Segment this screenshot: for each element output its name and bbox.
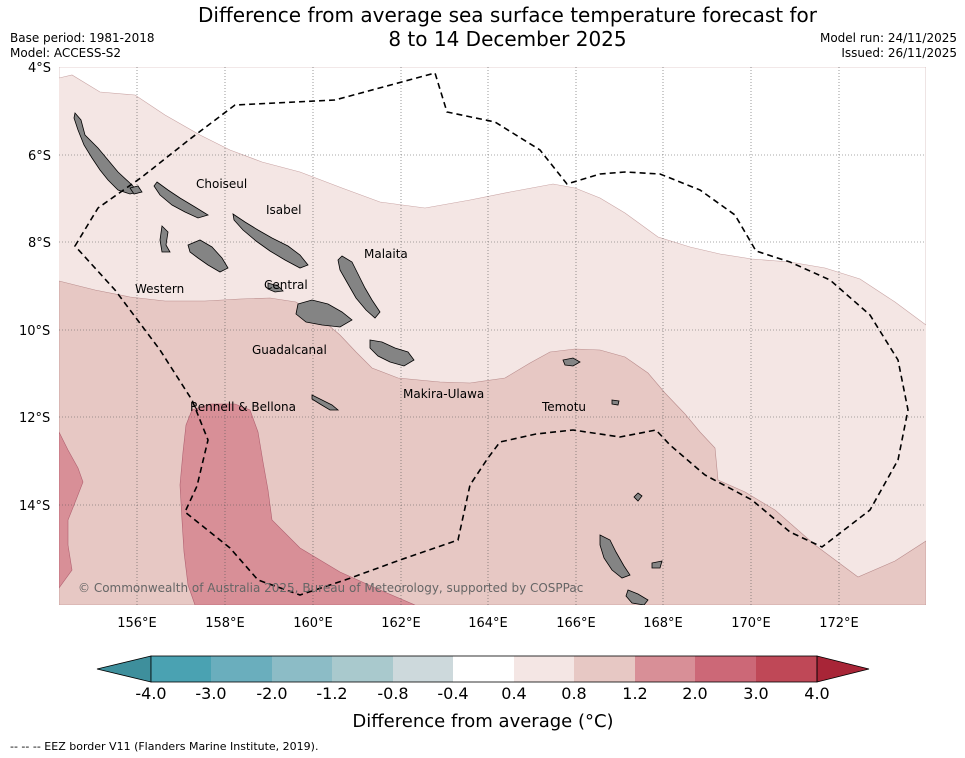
eez-border (74, 72, 909, 596)
colorbar-ticks: -4.0 -3.0 -2.0 -1.2 -0.8 -0.4 0.4 0.8 1.… (135, 684, 829, 703)
colorbar: -4.0 -3.0 -2.0 -1.2 -0.8 -0.4 0.4 0.8 1.… (96, 655, 870, 732)
metadata-right: Model run: 24/11/2025 Issued: 26/11/2025 (820, 31, 957, 61)
island-florida (267, 282, 284, 293)
colorbar-tick-1: -4.0 (135, 684, 166, 703)
lon-label-172e: 172°E (819, 616, 859, 631)
island-makira (369, 339, 415, 367)
lat-label-10s: 10°S (19, 324, 50, 339)
island-guadalcanal (295, 299, 353, 328)
colorbar-tick-5: -0.8 (377, 684, 408, 703)
lat-label-6s: 6°S (28, 149, 51, 164)
latitude-labels: 4°S 6°S 8°S 10°S 12°S 14°S (19, 61, 51, 514)
lat-label-4s: 4°S (28, 61, 51, 76)
copyright-notice: © Commonwealth of Australia 2025, Bureau… (78, 581, 583, 595)
island-small-2 (633, 492, 643, 502)
colorbar-tick-10: 2.0 (682, 684, 707, 703)
label-makira-ulawa: Makira-Ulawa (403, 387, 484, 401)
colorbar-tick-3: -2.0 (256, 684, 287, 703)
colorbar-bin-8 (574, 656, 635, 682)
label-choiseul: Choiseul (196, 177, 247, 191)
label-western: Western (135, 282, 184, 296)
lon-label-156e: 156°E (117, 616, 157, 631)
map-area: © Commonwealth of Australia 2025, Bureau… (59, 67, 926, 605)
metadata-left: Base period: 1981-2018 Model: ACCESS-S2 (10, 31, 155, 61)
colorbar-bin-3 (272, 656, 332, 682)
longitude-labels: 156°E 158°E 160°E 162°E 164°E 166°E 168°… (117, 616, 859, 631)
island-santa-isabel (232, 213, 309, 269)
lon-label-160e: 160°E (293, 616, 333, 631)
region-labels: Choiseul Isabel Malaita Western Central … (135, 177, 586, 414)
island-new-georgia (187, 239, 229, 273)
lon-label-162e: 162°E (381, 616, 421, 631)
island-malakula (625, 589, 649, 605)
island-santa-cruz (562, 357, 581, 367)
colorbar-title: Difference from average (°C) (352, 711, 613, 732)
colorbar-tick-2: -3.0 (195, 684, 226, 703)
colorbar-frame (150, 655, 818, 683)
colorbar-right-extension (816, 655, 870, 683)
island-utupua (611, 399, 620, 406)
colorbar-tick-6: -0.4 (437, 684, 468, 703)
lat-label-12s: 12°S (19, 411, 50, 426)
base-period: Base period: 1981-2018 (10, 31, 155, 45)
colorbar-bin-11 (756, 656, 817, 682)
island-bougainville (73, 112, 139, 195)
label-malaita: Malaita (364, 247, 408, 261)
eez-legend-note: -- -- -- EEZ border V11 (Flanders Marine… (10, 740, 319, 753)
issued-date: Issued: 26/11/2025 (841, 46, 957, 60)
map-title: Difference from average sea surface temp… (0, 3, 965, 51)
label-isabel: Isabel (266, 203, 301, 217)
band-1-2-to-2-0-west (59, 431, 84, 589)
colorbar-tick-12: 4.0 (804, 684, 829, 703)
lon-label-166e: 166°E (556, 616, 596, 631)
lon-label-170e: 170°E (731, 616, 771, 631)
band-1-2-to-2-0-south (179, 403, 416, 605)
island-espiritu-santo (599, 534, 631, 579)
island-choiseul (153, 181, 209, 219)
label-rennell-bellona: Rennell & Bellona (190, 400, 296, 414)
colorbar-bin-5 (393, 656, 453, 682)
colorbar-bin-1 (151, 656, 211, 682)
label-temotu: Temotu (541, 400, 586, 414)
colorbar-bin-4 (332, 656, 393, 682)
title-line-2: 8 to 14 December 2025 (388, 27, 627, 51)
colorbar-tick-11: 3.0 (743, 684, 768, 703)
label-guadalcanal: Guadalcanal (252, 343, 327, 357)
lon-label-158e: 158°E (205, 616, 245, 631)
model-name: Model: ACCESS-S2 (10, 46, 122, 60)
colorbar-bin-6 (453, 656, 514, 682)
island-vella-lavella (159, 225, 171, 253)
colorbar-tick-9: 1.2 (622, 684, 647, 703)
colorbar-bin-2 (211, 656, 272, 682)
colorbar-tick-8: 0.8 (561, 684, 586, 703)
colorbar-bin-7 (514, 656, 574, 682)
island-small-1 (129, 185, 143, 195)
colorbar-tick-4: -1.2 (316, 684, 347, 703)
colorbar-bin-10 (695, 656, 756, 682)
lon-label-168e: 168°E (643, 616, 683, 631)
colorbar-tick-7: 0.4 (501, 684, 526, 703)
lon-label-164e: 164°E (468, 616, 508, 631)
label-central: Central (264, 278, 308, 292)
title-line-1: Difference from average sea surface temp… (197, 3, 817, 27)
island-malaita (337, 255, 381, 319)
island-small-3 (651, 560, 663, 569)
model-run-date: Model run: 24/11/2025 (819, 31, 957, 45)
island-rennell (311, 394, 340, 411)
lat-label-8s: 8°S (28, 236, 51, 251)
band-0-4-to-0-8-white-cutout (59, 67, 926, 326)
colorbar-bin-9 (635, 656, 695, 682)
lat-label-14s: 14°S (19, 499, 50, 514)
islands (73, 112, 663, 605)
colorbar-left-extension (96, 655, 152, 683)
